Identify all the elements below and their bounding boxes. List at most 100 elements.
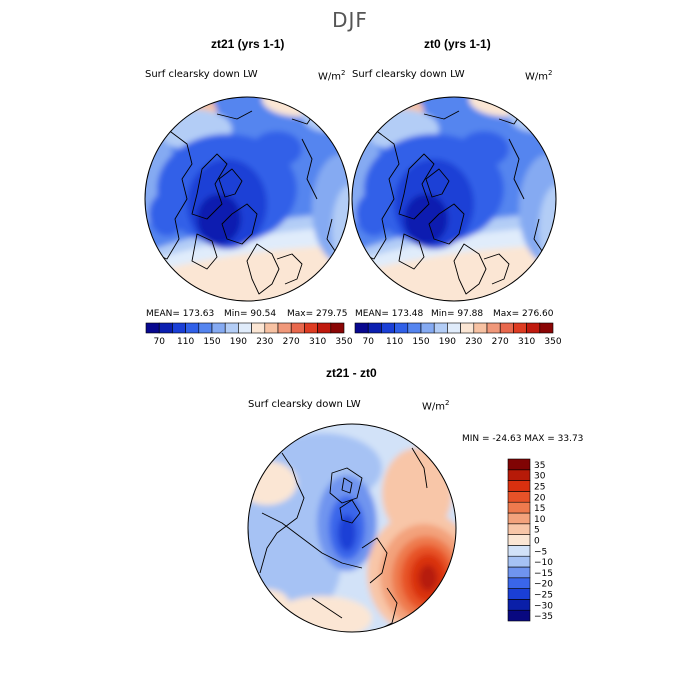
diff-panel-field-label: Surf clearsky down LW <box>248 399 361 410</box>
colorbar-swatch <box>420 322 435 334</box>
colorbar-tick-label: 110 <box>386 337 403 347</box>
colorbar-tick-label: 230 <box>465 337 482 347</box>
colorbar-tick-label: 20 <box>534 493 546 503</box>
colorbar-tick-label: 70 <box>362 337 374 347</box>
panel-1-map <box>144 96 350 302</box>
colorbar-swatch <box>507 555 531 568</box>
colorbar-tick-label: 150 <box>412 337 429 347</box>
colorbar-swatch <box>238 322 252 334</box>
colorbar-swatch <box>507 577 531 589</box>
panel-1-mean: MEAN= 173.63 <box>146 309 215 319</box>
colorbar-swatch <box>394 322 409 334</box>
colorbar-swatch <box>277 322 292 334</box>
colorbar-swatch <box>145 322 160 334</box>
colorbar-tick-label: −30 <box>534 601 553 611</box>
diff-panel-units: W/m2 <box>422 399 450 413</box>
colorbar-swatch <box>507 501 531 514</box>
panel-1-max: Max= 279.75 <box>287 309 348 319</box>
colorbar-swatch <box>433 322 448 334</box>
figure-title: DJF <box>332 8 368 32</box>
panel-1-units: W/m2 <box>318 69 346 83</box>
colorbar-swatch <box>290 322 305 334</box>
colorbar-tick-label: 190 <box>439 337 456 347</box>
panel-1-title: zt21 (yrs 1-1) <box>211 37 285 51</box>
colorbar-tick-label: 350 <box>544 337 561 347</box>
colorbar-tick-label: 0 <box>534 537 540 547</box>
colorbar-swatch <box>304 322 318 334</box>
colorbar-swatch <box>507 566 531 579</box>
colorbar-tick-label: 310 <box>309 337 326 347</box>
diff-panel-title: zt21 - zt0 <box>326 366 377 380</box>
colorbar-swatch <box>507 512 531 525</box>
colorbar-tick-label: 150 <box>203 337 220 347</box>
colorbar-tick-label: 70 <box>153 337 165 347</box>
colorbar-swatch <box>407 322 422 334</box>
colorbar-tick-label: 310 <box>518 337 535 347</box>
colorbar-swatch <box>211 322 226 334</box>
colorbar-swatch <box>507 588 531 600</box>
colorbar-tick-label: 350 <box>335 337 352 347</box>
colorbar-tick-label: 35 <box>534 461 545 471</box>
colorbar-swatch <box>526 322 541 334</box>
colorbar-tick-label: −25 <box>534 591 553 601</box>
colorbar-swatch <box>264 322 279 334</box>
panel-1-colorbar: 70 110 150 190 230 270 310 350 <box>145 322 353 347</box>
colorbar-swatch <box>224 322 239 334</box>
colorbar-swatch <box>507 491 531 503</box>
colorbar-swatch <box>185 322 200 334</box>
panel-2-title: zt0 (yrs 1-1) <box>424 37 491 51</box>
colorbar-tick-label: 5 <box>534 526 540 536</box>
colorbar-tick-label: −10 <box>534 558 553 568</box>
colorbar-swatch <box>198 322 213 334</box>
colorbar-tick-label: 270 <box>283 337 300 347</box>
diff-map <box>247 423 457 633</box>
colorbar-swatch <box>354 322 369 334</box>
panel-2-max: Max= 276.60 <box>493 309 554 319</box>
colorbar-tick-label: 15 <box>534 504 545 514</box>
colorbar-swatch <box>447 322 461 334</box>
colorbar-tick-label: 30 <box>534 472 546 482</box>
colorbar-tick-label: −35 <box>534 612 553 622</box>
colorbar-tick-label: 110 <box>177 337 194 347</box>
colorbar-swatch <box>499 322 514 334</box>
colorbar-swatch <box>507 458 531 471</box>
colorbar-tick-label: 270 <box>492 337 509 347</box>
panel-1-min: Min= 90.54 <box>224 309 277 319</box>
colorbar-swatch <box>507 609 531 622</box>
colorbar-swatch <box>507 469 531 481</box>
colorbar-tick-label: −20 <box>534 580 553 590</box>
panel-2-field-label: Surf clearsky down LW <box>352 69 465 80</box>
colorbar-swatch <box>473 322 488 334</box>
panel-2-map <box>351 96 557 302</box>
colorbar-tick-label: 10 <box>534 515 546 525</box>
panel-2-min: Min= 97.88 <box>431 309 484 319</box>
colorbar-swatch <box>513 322 527 334</box>
colorbar-swatch <box>539 322 554 334</box>
colorbar-tick-label: 230 <box>256 337 273 347</box>
colorbar-swatch <box>507 545 531 557</box>
colorbar-swatch <box>486 322 501 334</box>
colorbar-swatch <box>460 322 475 334</box>
colorbar-swatch <box>507 534 531 546</box>
colorbar-swatch <box>158 322 173 334</box>
colorbar-tick-label: −15 <box>534 569 553 579</box>
panel-2-units: W/m2 <box>525 69 553 83</box>
colorbar-swatch <box>507 523 531 535</box>
colorbar-swatch <box>251 322 266 334</box>
colorbar-swatch <box>381 322 395 334</box>
panel-2-colorbar: 70 110 150 190 230 270 310 350 <box>354 322 562 347</box>
colorbar-tick-label: 190 <box>230 337 247 347</box>
colorbar-tick-label: 25 <box>534 483 545 493</box>
colorbar-swatch <box>330 322 345 334</box>
diff-panel-minmax: MIN = -24.63 MAX = 33.73 <box>462 434 584 444</box>
colorbar-swatch <box>367 322 382 334</box>
colorbar-swatch <box>172 322 186 334</box>
panel-1-field-label: Surf clearsky down LW <box>145 69 258 80</box>
colorbar-swatch <box>507 599 531 611</box>
colorbar-swatch <box>507 480 531 492</box>
colorbar-swatch <box>317 322 332 334</box>
panel-2-mean: MEAN= 173.48 <box>355 309 424 319</box>
